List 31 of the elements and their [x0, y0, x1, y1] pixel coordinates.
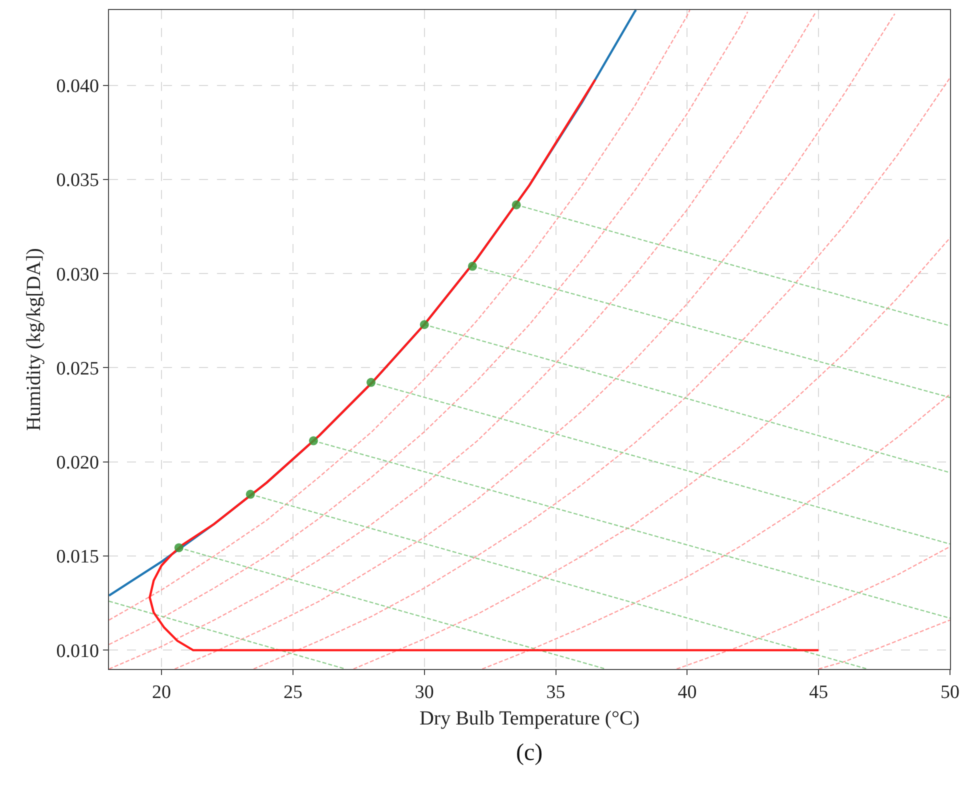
- line-series: [676, 546, 950, 669]
- point: [308, 436, 318, 446]
- x-tick-label: 20: [152, 682, 172, 703]
- y-tick-label: 0.035: [56, 170, 100, 192]
- x-tick-label: 35: [546, 682, 566, 703]
- point: [420, 320, 429, 330]
- line-series: [174, 13, 896, 669]
- x-tick-label: 25: [283, 682, 302, 703]
- x-tick-label: 30: [414, 682, 434, 703]
- line-series: [252, 77, 950, 669]
- y-tick-label: 0.030: [56, 264, 100, 286]
- x-tick-label: 40: [678, 682, 697, 703]
- line-series: [482, 394, 950, 669]
- point: [366, 378, 376, 387]
- point: [174, 543, 184, 552]
- line-series: [818, 619, 950, 669]
- x-tick-label: 50: [940, 682, 960, 703]
- point: [468, 262, 477, 271]
- x-tick-label: 45: [809, 682, 828, 703]
- point: [512, 200, 521, 210]
- text: (c): [516, 740, 543, 766]
- y-tick-label: 0.040: [56, 76, 100, 97]
- y-tick-label: 0.025: [56, 358, 100, 380]
- y-tick-label: 0.015: [56, 546, 100, 568]
- y-tick-label: 0.020: [56, 452, 100, 474]
- y-axis-title: Humidity (kg/kg[DA]): [22, 248, 45, 431]
- line-series: [352, 237, 950, 669]
- line-series: [148, 78, 820, 652]
- point: [246, 490, 255, 499]
- x-axis-title: Dry Bulb Temperature (°C): [419, 707, 640, 730]
- y-tick-label: 0.010: [56, 640, 100, 662]
